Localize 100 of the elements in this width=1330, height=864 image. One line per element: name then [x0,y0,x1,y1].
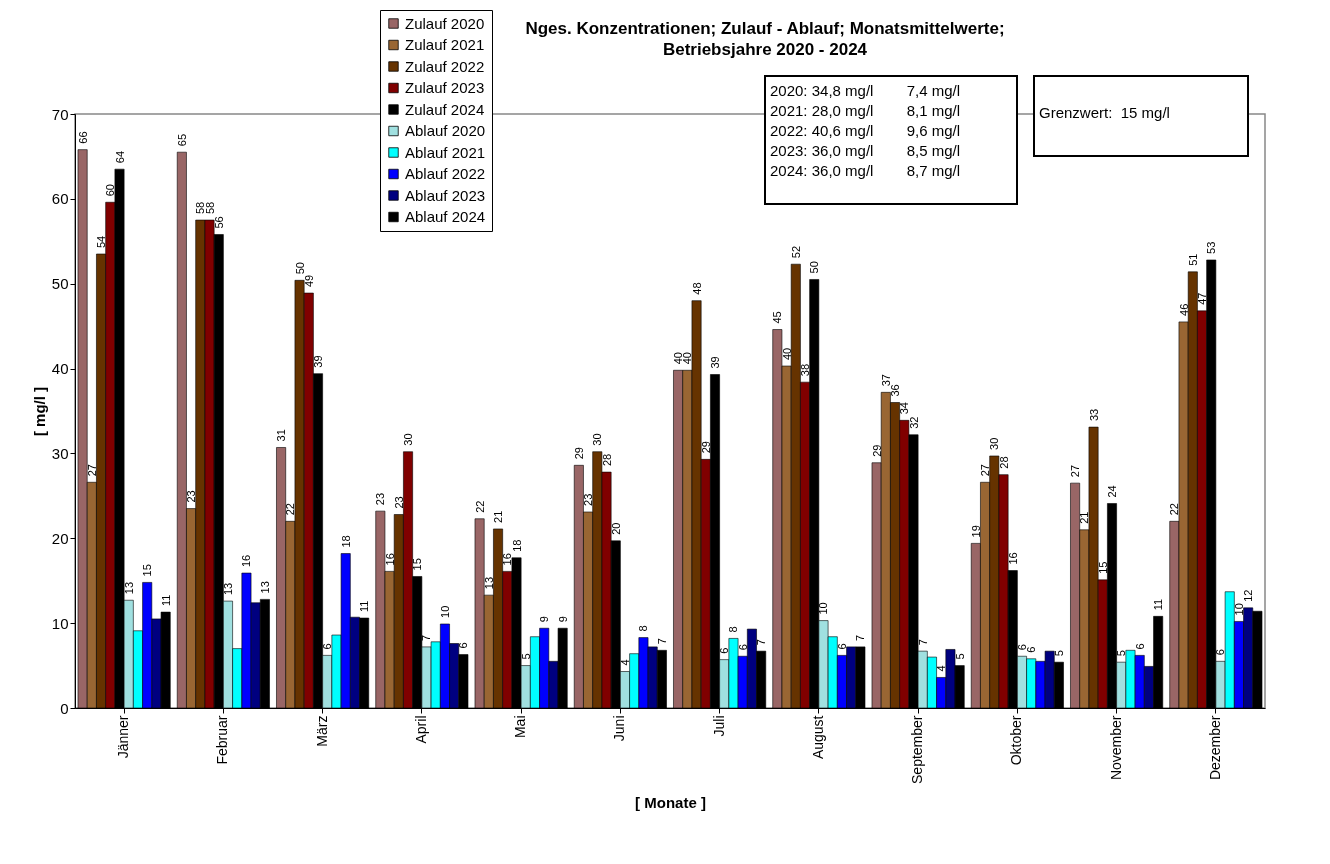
data-label: 22 [1168,503,1181,516]
data-label: 34 [898,402,911,415]
x-tick-label: Jänner [115,715,132,759]
legend-label: Ablauf 2020 [405,122,486,139]
data-label: 7 [420,634,433,641]
data-label: 45 [771,311,784,324]
data-label: 21 [492,510,505,523]
y-tick-label: 40 [51,360,69,378]
legend-label: Zulauf 2020 [405,14,485,32]
y-tick-label: 50 [51,275,69,293]
data-label: 21 [1078,511,1091,524]
data-label: 9 [538,616,551,623]
data-label: 30 [591,433,604,446]
y-tick-label: 20 [51,529,69,547]
annotation: Grenzwert: 15 mg/l [1039,103,1171,123]
y-tick-label: 60 [51,190,69,208]
annotation: 2023: 36,0 mg/l 8,5 mg/l [770,141,962,161]
y-axis-title: [ mg/l ] [30,386,48,437]
data-label: 24 [1106,485,1119,498]
data-label: 47 [1196,292,1209,305]
legend-label: Zulauf 2024 [405,100,485,118]
data-label: 52 [789,245,802,259]
chart-title: Nges. Konzentrationen; Zulauf - Ablauf; Monatsmittelwerte; Betriebsjahre 2020 - 2024 [524,18,1006,60]
data-label: 28 [997,456,1010,469]
data-label: 30 [988,437,1001,450]
legend-label: Ablauf 2022 [405,165,486,182]
legend-label: Ablauf 2024 [405,208,486,225]
data-label: 49 [302,274,315,288]
data-label: 60 [104,184,117,197]
data-label: 18 [339,535,352,548]
data-label: 8 [637,625,650,632]
data-label: 7 [854,634,867,641]
data-label: 39 [709,356,722,369]
x-axis-title: [ Monate ] [635,793,706,811]
x-tick-label: März [313,715,330,747]
annotation: 2022: 40,6 mg/l 9,6 mg/l [770,121,962,141]
data-label: 27 [979,464,992,477]
text: 2020: 34,8 mg/l 7,4 mg/l [770,82,961,99]
legend-label: Ablauf 2023 [405,186,486,204]
data-label: 5 [519,653,532,660]
data-label: 9 [556,616,569,623]
legend-label: Zulauf 2021 [405,36,485,53]
y-tick-label: 0 [60,699,69,717]
data-label: 28 [600,453,613,467]
data-label: 40 [780,347,793,361]
data-label: 29 [699,441,712,454]
data-label: 23 [392,496,405,509]
data-label: 46 [1177,303,1190,316]
data-label: 8 [727,626,740,633]
x-tick-label: Mai [512,715,529,739]
data-label: 31 [275,429,288,442]
data-label: 13 [482,576,495,590]
data-label: 13 [221,582,234,596]
annotation: 2021: 28,0 mg/l 8,1 mg/l [770,101,962,121]
data-label: 10 [1232,603,1245,616]
data-label: 16 [383,553,396,566]
y-tick-label: 30 [51,444,69,462]
data-label: 54 [95,235,108,249]
data-label: 12 [1242,589,1255,602]
data-label: 64 [113,150,126,164]
x-tick-label: September [909,715,926,784]
data-label: 29 [870,444,883,457]
y-tick-label: 70 [51,105,69,123]
data-label: 23 [185,490,198,503]
data-label: 6 [1015,644,1028,651]
data-label: 5 [1052,650,1065,657]
data-label: 10 [817,602,830,615]
data-label: 53 [1205,241,1218,254]
data-label: 5 [953,653,966,660]
x-tick-label: Dezember [1206,715,1223,781]
data-label: 11 [1152,598,1165,611]
data-label: 7 [755,639,768,646]
data-label: 7 [916,639,929,646]
data-label: 30 [402,433,415,446]
data-label: 27 [85,464,98,477]
data-label: 32 [907,416,920,429]
data-label: 16 [501,553,514,566]
x-tick-label: April [412,715,429,744]
x-tick-label: Februar [214,715,231,765]
data-label: 7 [655,638,668,645]
data-label: 37 [879,374,892,387]
data-label: 4 [618,659,631,666]
note-box: Grenzwert: 15 mg/l [1033,75,1249,157]
data-label: 6 [736,644,749,651]
data-label: 16 [240,554,253,568]
data-label: 23 [582,493,595,506]
data-label: 15 [141,564,154,577]
annotation: 2024: 36,0 mg/l 8,7 mg/l [770,161,962,181]
data-label: 6 [1025,646,1038,653]
data-label: 6 [457,642,470,649]
data-label: 19 [969,525,982,538]
x-tick-label: August [809,715,826,760]
data-label: 11 [358,600,371,613]
data-label: 56 [212,216,225,229]
data-label: 4 [935,665,948,672]
data-label: 11 [159,594,172,607]
data-label: 6 [1133,643,1146,650]
data-label: 6 [835,643,848,650]
data-label: 10 [438,605,451,618]
x-tick-label: November [1107,715,1124,781]
